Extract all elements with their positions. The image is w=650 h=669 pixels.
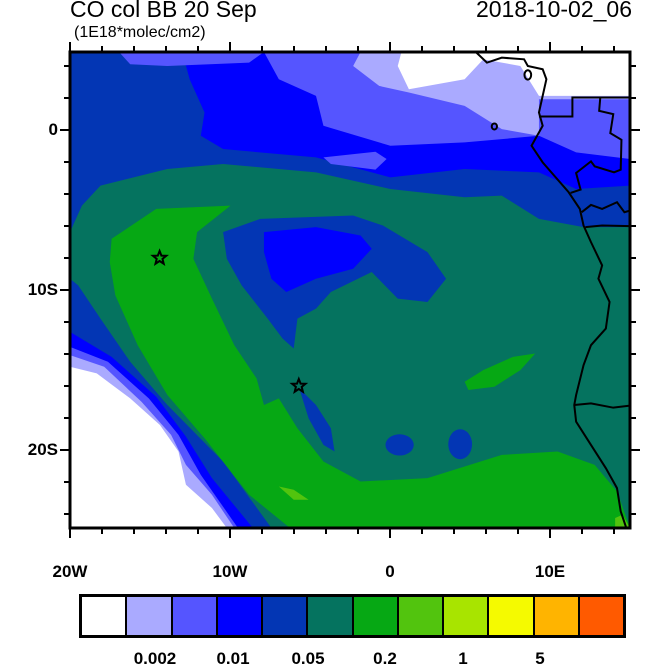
field-streak-blue (299, 388, 335, 452)
colorbar-box (444, 597, 490, 635)
lat-label-0: 0 (48, 120, 58, 139)
colorbar-box (263, 597, 309, 635)
country-border (574, 403, 630, 407)
field-lightgreen-patch (615, 514, 630, 528)
lat-label-20s: 20S (27, 440, 58, 459)
colorbar-box (398, 597, 444, 635)
colorbar-box (534, 597, 580, 635)
colorbar-box (217, 597, 263, 635)
island-outline (524, 70, 531, 79)
units-label: (1E18*molec/cm2) (74, 24, 206, 41)
field-top-white (397, 52, 630, 96)
colorbar-label: 0.01 (216, 649, 250, 668)
coastlines-borders (476, 52, 630, 528)
field-green (109, 205, 630, 528)
colorbar-box (353, 597, 399, 635)
map-field (70, 52, 630, 528)
co-column-map (60, 42, 640, 538)
colorbar-box (579, 597, 623, 635)
lon-label-10e: 10E (534, 562, 566, 581)
colorbar-box (82, 597, 128, 635)
axis-ticks (60, 42, 640, 538)
colorbar-label: 0.05 (291, 649, 325, 668)
lon-label-0: 0 (385, 562, 395, 581)
plot-title: CO col BB 20 Sep (70, 0, 257, 22)
lat-label-10s: 10S (27, 280, 58, 299)
field-top-left-medium-blue (119, 52, 264, 66)
colorbar-box (489, 597, 535, 635)
country-border (582, 202, 630, 212)
colorbar (79, 594, 626, 638)
country-border (571, 98, 622, 193)
africa-coastline (476, 52, 626, 528)
lon-label-10w: 10W (212, 562, 248, 581)
field-patch-medium-blue (323, 151, 387, 170)
colorbar-box (127, 597, 173, 635)
colorbar-label: 0.002 (133, 649, 177, 668)
country-border (539, 98, 630, 117)
lon-label-20w: 20W (52, 562, 88, 581)
colorbar-label: 1 (458, 649, 468, 668)
colorbar-box (308, 597, 354, 635)
datetime-label: 2018-10-02_06 (475, 0, 632, 22)
field-green-blob (464, 353, 536, 391)
colorbar-box (172, 597, 218, 635)
country-border (585, 226, 630, 228)
field-lightgreen-patch (278, 486, 309, 500)
markers (150, 248, 309, 394)
colorbar-label: 5 (535, 649, 545, 668)
star-marker-icon (150, 248, 169, 266)
star-marker-icon (289, 376, 309, 394)
field-sw-white (70, 366, 227, 528)
colorbar-label: 0.2 (373, 649, 397, 668)
field-inner-bright-blue (263, 227, 372, 292)
field-blob-blue (385, 434, 414, 456)
island-outline (492, 123, 497, 129)
field-blob-blue (448, 429, 473, 460)
